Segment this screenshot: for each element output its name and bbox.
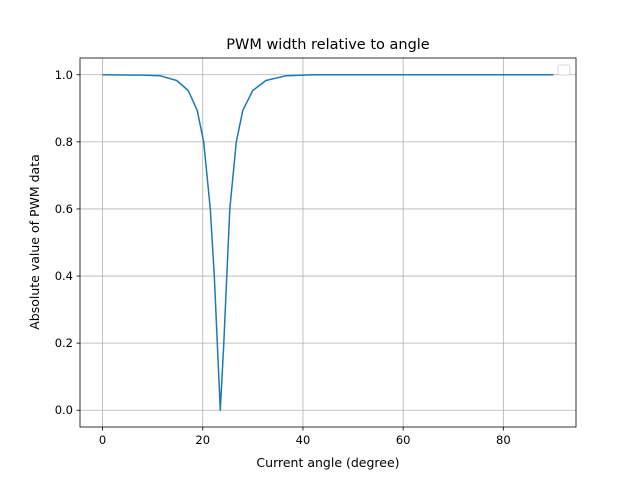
series-line	[102, 74, 554, 411]
x-tick-label: 60	[396, 433, 411, 447]
ticks: 0 20 40 60 80 0.0 0.2 0.4 0.6 0.8 1.0	[55, 68, 511, 447]
legend-box	[557, 64, 571, 76]
y-axis-label: Absolute value of PWM data	[27, 154, 42, 330]
x-axis-label: Current angle (degree)	[256, 455, 399, 470]
y-tick-label: 0.4	[55, 269, 73, 283]
y-tick-label: 0.0	[55, 403, 73, 417]
grid	[80, 58, 576, 427]
y-tick-label: 0.2	[55, 336, 73, 350]
plot-frame	[79, 57, 577, 428]
x-tick-label: 0	[99, 433, 106, 447]
x-tick-label: 80	[496, 433, 511, 447]
y-tick-label: 0.8	[55, 135, 73, 149]
y-tick-label: 0.6	[55, 202, 73, 216]
y-tick-label: 1.0	[55, 68, 73, 82]
chart-title: PWM width relative to angle	[226, 37, 430, 53]
x-tick-label: 20	[195, 433, 210, 447]
x-tick-label: 40	[296, 433, 311, 447]
